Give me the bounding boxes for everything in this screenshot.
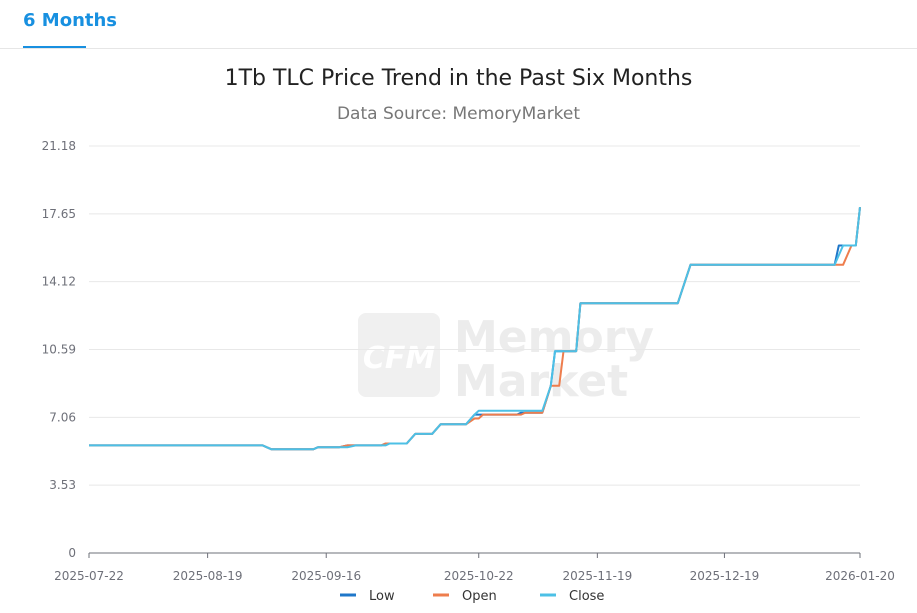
tab-bar: 6 Months [0,0,917,49]
y-tick-label: 10.59 [42,343,76,357]
x-tick-label: 2026-01-20 [825,569,895,583]
chart-gridlines [89,145,860,554]
y-tick-label: 0 [68,546,76,560]
series-line-close [89,206,861,451]
tab-6-months[interactable]: 6 Months [23,10,118,31]
active-tab-indicator [23,46,86,48]
x-tick-label: 2025-11-19 [562,569,632,583]
y-tick-label: 7.06 [49,410,76,424]
watermark-logo-box [358,313,440,397]
legend-label-low: Low [369,589,395,604]
x-tick-label: 2025-10-22 [444,569,514,583]
x-axis: 2025-07-22 2025-08-19 2025-09-16 2025-10-22… [54,553,895,583]
memorymarket-watermark: CFM MemoryMarket [358,312,654,407]
y-tick-label: 3.53 [49,478,76,492]
watermark-line-market: Market [454,356,628,407]
legend-label-close: Close [569,589,604,604]
x-tick-label: 2025-08-19 [173,569,243,583]
x-tick-label: 2025-07-22 [54,569,124,583]
y-tick-label: 21.18 [42,139,76,153]
chart-subtitle: Data Source: MemoryMarket [336,104,581,124]
chart-legend: Low Open Close [340,589,604,604]
legend-label-open: Open [462,589,497,604]
y-tick-label: 17.65 [42,207,76,221]
chart-title: 1Tb TLC Price Trend in the Past Six Mont… [224,66,693,91]
chart-series [89,206,861,451]
x-tick-label: 2025-09-16 [291,569,361,583]
y-axis: 0 3.53 7.06 10.59 14.12 17.65 21.18 [42,139,76,560]
watermark-logo-text: CFM [363,341,436,376]
y-tick-label: 14.12 [42,275,76,289]
x-tick-label: 2025-12-19 [690,569,760,583]
